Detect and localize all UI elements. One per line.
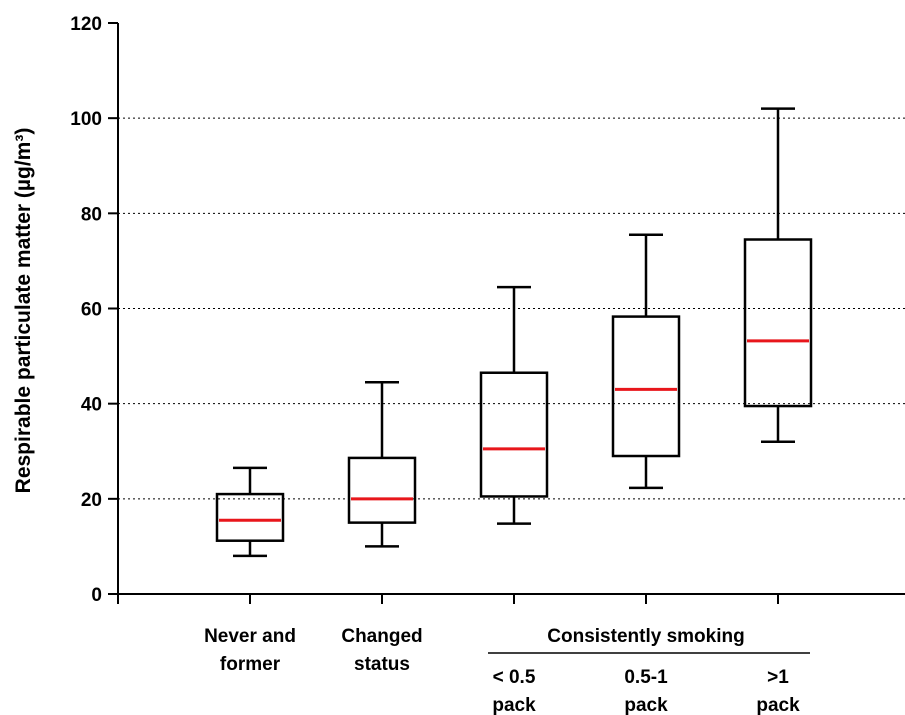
category-label: < 0.5 (493, 667, 536, 688)
y-tick-label: 120 (70, 14, 102, 35)
y-tick-label: 100 (70, 109, 102, 130)
boxes (215, 107, 813, 558)
iqr-box (479, 371, 549, 498)
labels: 0 20 40 60 80 100 120 Never and former Changed sta… (70, 14, 810, 715)
y-tick-label: 60 (81, 300, 102, 321)
iqr-box (611, 315, 681, 458)
category-label: pack (624, 695, 668, 715)
y-tick-label: 40 (81, 395, 102, 416)
category-label: >1 (767, 667, 789, 688)
category-label: status (354, 654, 410, 675)
y-tick-label: 0 (91, 585, 102, 606)
category-label: Never and (204, 626, 296, 647)
category-label: 0.5-1 (624, 667, 668, 688)
group-label: Consistently smoking (547, 626, 744, 647)
box-1 (215, 466, 285, 558)
category-label: pack (492, 695, 536, 715)
box-2 (347, 381, 417, 548)
box-5 (743, 107, 813, 443)
axes (108, 22, 905, 604)
y-axis-title: Respirable particulate matter (µg/m³) (12, 128, 35, 494)
y-tick-label: 80 (81, 204, 102, 225)
category-label: former (220, 654, 281, 675)
box-3 (479, 285, 549, 525)
iqr-box (347, 456, 417, 524)
box-4 (611, 233, 681, 490)
iqr-box (743, 238, 813, 408)
category-label: pack (756, 695, 800, 715)
category-label: Changed (341, 626, 422, 647)
iqr-box (215, 492, 285, 542)
y-tick-label: 20 (81, 490, 102, 511)
